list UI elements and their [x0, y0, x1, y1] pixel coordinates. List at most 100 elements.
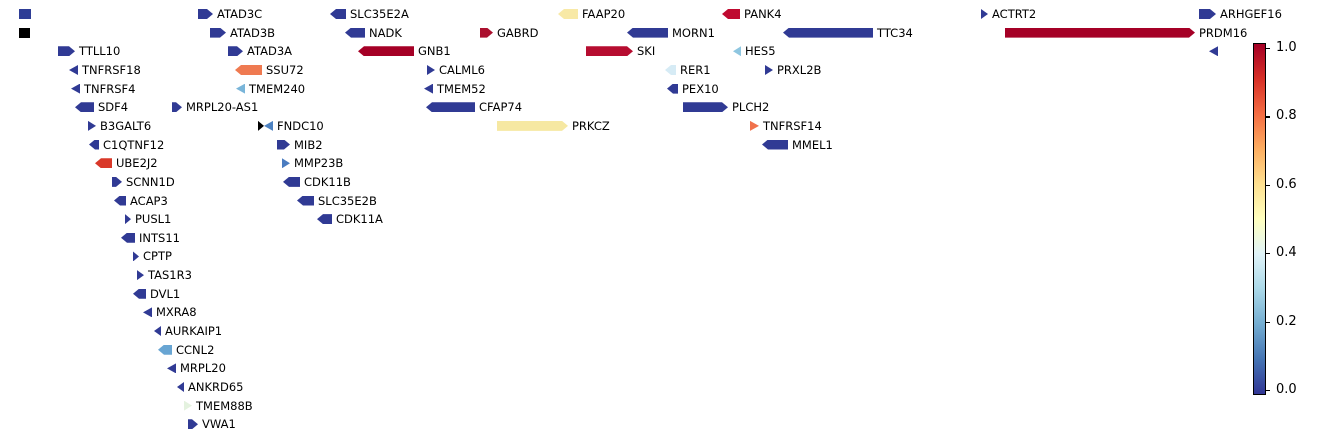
- gene-glyph-actrt2: [981, 9, 988, 19]
- gene-label-tas1r3: TAS1R3: [148, 268, 192, 283]
- gene-glyph-tmem52: [424, 83, 433, 94]
- gene-glyph-rer1: [665, 64, 676, 75]
- gene-glyph-cdk11b: [283, 176, 300, 187]
- gene-glyph-mrpl20: [167, 363, 176, 374]
- gene-glyph-b3galt6: [88, 120, 96, 131]
- colorbar-tick-mark: [1266, 48, 1270, 50]
- gene-glyph-tmem88b: [184, 400, 192, 411]
- gene-label-tnfrsf14: TNFRSF14: [763, 118, 822, 133]
- colorbar-gradient: [1253, 43, 1266, 395]
- gene-glyph-ski: [586, 46, 633, 56]
- gene-glyph-vwa1: [188, 419, 198, 429]
- colorbar-tick-label: 0.6: [1276, 176, 1297, 192]
- gene-glyph-mxra8: [143, 307, 152, 318]
- gene-label-mrpl20: MRPL20: [180, 361, 226, 376]
- gene-label-ssu72: SSU72: [266, 62, 304, 77]
- gene-glyph-prxl2b: [765, 64, 773, 75]
- colorbar-tick-mark: [1266, 116, 1270, 118]
- gene-label-tnfrsf4: TNFRSF4: [84, 81, 136, 96]
- gene-label-mxra8: MXRA8: [156, 305, 197, 320]
- gene-glyph-tnfrsf18: [69, 64, 78, 75]
- gene-glyph-sdf4: [75, 102, 94, 113]
- gene-label-nadk: NADK: [369, 25, 402, 40]
- gene-label-mmel1: MMEL1: [792, 137, 833, 152]
- gene-label-morn1: MORN1: [672, 25, 715, 40]
- gene-label-scnn1d: SCNN1D: [126, 174, 175, 189]
- gene-glyph-acap3: [114, 195, 126, 206]
- gene-label-cptp: CPTP: [143, 249, 172, 264]
- gene-label-pex10: PEX10: [682, 81, 719, 96]
- gene-glyph-unlabeled: [258, 120, 264, 131]
- gene-label-tmem88b: TMEM88B: [196, 398, 253, 413]
- colorbar-tick-label: 0.8: [1276, 108, 1297, 124]
- gene-glyph-tmem240: [236, 83, 245, 94]
- gene-label-cdk11a: CDK11A: [336, 212, 383, 227]
- gene-label-mib2: MIB2: [294, 137, 323, 152]
- gene-glyph-plch2: [683, 102, 728, 112]
- gene-label-c1qtnf12: C1QTNF12: [103, 137, 165, 152]
- gene-label-aurkaip1: AURKAIP1: [165, 324, 223, 339]
- gene-glyph-mrpl20-as1: [172, 102, 182, 112]
- gene-label-vwa1: VWA1: [202, 417, 236, 432]
- gene-label-tmem52: TMEM52: [437, 81, 486, 96]
- gene-label-b3galt6: B3GALT6: [100, 118, 152, 133]
- gene-glyph-unlabeled: [19, 9, 31, 19]
- gene-glyph-pex10: [667, 83, 678, 94]
- gene-label-prxl2b: PRXL2B: [777, 62, 822, 77]
- gene-label-cfap74: CFAP74: [479, 100, 523, 115]
- gene-glyph-mmp23b: [282, 158, 290, 169]
- gene-label-cdk11b: CDK11B: [304, 174, 351, 189]
- gene-label-fndc10: FNDC10: [277, 118, 324, 133]
- gene-glyph-morn1: [627, 27, 668, 38]
- gene-glyph-unlabeled: [19, 27, 30, 38]
- gene-glyph-tas1r3: [137, 270, 144, 281]
- gene-label-gabrd: GABRD: [497, 25, 539, 40]
- gene-label-ankrd65: ANKRD65: [188, 380, 244, 394]
- gene-glyph-pusl1: [125, 214, 131, 225]
- gene-glyph-arhgef16: [1199, 9, 1216, 19]
- gene-glyph-ints11: [121, 232, 135, 243]
- gene-glyph-gabrd: [480, 28, 493, 38]
- gene-glyph-ttc34: [783, 27, 873, 38]
- gene-glyph-nadk: [345, 27, 365, 38]
- gene-glyph-ankrd65: [177, 382, 184, 392]
- gene-label-tnfrsf18: TNFRSF18: [82, 62, 141, 77]
- gene-label-ttc34: TTC34: [877, 25, 913, 40]
- colorbar-tick-mark: [1266, 321, 1270, 323]
- gene-glyph-pank4: [722, 9, 740, 19]
- colorbar-tick-mark: [1266, 184, 1270, 186]
- gene-label-rer1: RER1: [680, 62, 711, 77]
- gene-glyph-cptp: [133, 251, 139, 262]
- colorbar-tick-mark: [1266, 390, 1270, 392]
- gene-label-hes5: HES5: [745, 44, 776, 59]
- gene-label-atad3b: ATAD3B: [230, 25, 276, 40]
- colorbar-tick-label: 1.0: [1276, 40, 1297, 55]
- gene-glyph-tnfrsf14: [750, 120, 759, 131]
- gene-label-calml6: CALML6: [439, 62, 485, 77]
- gene-label-pusl1: PUSL1: [135, 212, 172, 227]
- gene-glyph-unlabeled: [1209, 46, 1218, 57]
- gene-glyph-atad3c: [198, 9, 213, 19]
- gene-glyph-aurkaip1: [154, 326, 161, 337]
- gene-glyph-cdk11a: [317, 214, 332, 225]
- gene-glyph-atad3a: [228, 46, 243, 56]
- gene-label-slc35e2a: SLC35E2A: [350, 7, 409, 21]
- gene-label-slc35e2b: SLC35E2B: [318, 193, 377, 208]
- gene-glyph-scnn1d: [112, 177, 122, 187]
- gene-glyph-faap20: [558, 9, 578, 19]
- gene-glyph-atad3b: [210, 28, 226, 38]
- gene-glyph-tnfrsf4: [71, 83, 80, 94]
- colorbar-tick-label: 0.4: [1276, 245, 1297, 261]
- gene-glyph-calml6: [427, 64, 435, 75]
- gene-label-gnb1: GNB1: [418, 44, 451, 59]
- gene-label-atad3a: ATAD3A: [247, 44, 293, 59]
- gene-label-mmp23b: MMP23B: [294, 156, 344, 171]
- gene-label-atad3c: ATAD3C: [217, 7, 263, 21]
- gene-label-ccnl2: CCNL2: [176, 342, 215, 357]
- gene-label-ttll10: TTLL10: [79, 44, 121, 59]
- gene-glyph-prkcz: [497, 121, 568, 131]
- gene-label-prkcz: PRKCZ: [572, 118, 610, 133]
- colorbar-tick-label: 0.0: [1276, 382, 1297, 397]
